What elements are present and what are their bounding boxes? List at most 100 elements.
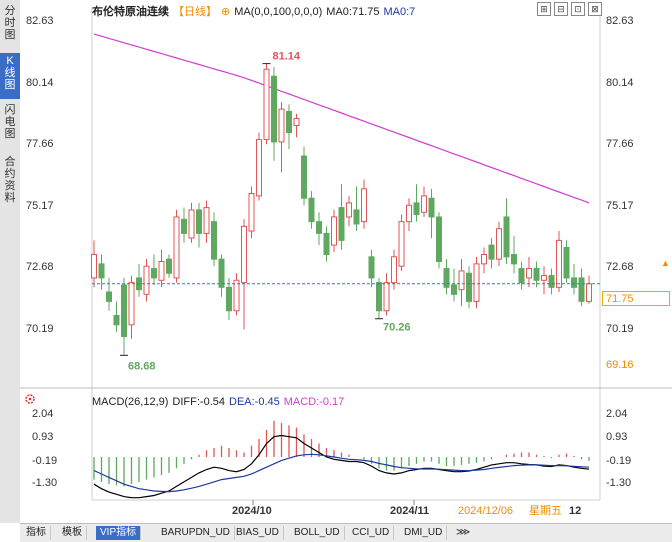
macd-label-right-0: 2.04: [606, 408, 627, 420]
macd-name[interactable]: MACD(26,12,9): [92, 396, 169, 408]
more-tabs-icon[interactable]: ⋙: [456, 527, 471, 538]
macd-label-left-2: -0.19: [32, 455, 57, 467]
candle: [511, 253, 517, 265]
candle: [458, 270, 465, 291]
high-annotation: 81.14: [273, 51, 301, 63]
candle: [398, 221, 405, 267]
time-label-oct: 2024/10: [232, 505, 272, 517]
candle: [166, 258, 172, 274]
candle: [113, 314, 120, 326]
candle: [128, 282, 135, 326]
price-label-left-4: 72.68: [26, 261, 54, 273]
candle: [428, 197, 435, 218]
tab-vip-indicator[interactable]: VIP指标: [96, 526, 142, 540]
zoom-out-icon[interactable]: ⊟: [554, 2, 568, 16]
candle: [203, 207, 210, 234]
macd-header: MACD(26,12,9) DIFF:-0.54 DEA:-0.45 MACD:-0.…: [92, 396, 348, 408]
price-label-left-5: 70.19: [26, 323, 54, 335]
price-label-right-5: 70.19: [606, 323, 634, 335]
period-label[interactable]: 【日线】: [173, 6, 217, 18]
candle: [541, 275, 547, 281]
add-indicator-icon[interactable]: ⊕: [221, 6, 231, 18]
candle: [286, 110, 292, 134]
sidebar-item-timeshare[interactable]: 分 时 图: [4, 5, 16, 41]
price-label-right-3: 75.17: [606, 200, 634, 212]
candle: [503, 216, 510, 258]
price-label-left-0: 82.63: [26, 15, 54, 27]
ma-settings[interactable]: MA(0,0,100,0,0,0): [234, 6, 323, 18]
ma-line: [93, 33, 590, 204]
gear-icon[interactable]: [25, 394, 35, 404]
candle: [293, 117, 300, 127]
candle: [496, 228, 502, 260]
candle: [143, 265, 150, 295]
candle: [368, 256, 375, 279]
expand-up-icon[interactable]: ▲: [661, 258, 670, 268]
ma-value-2: MA0:7: [383, 6, 416, 18]
macd-label-left-0: 2.04: [32, 408, 53, 420]
candle: [421, 195, 427, 213]
sidebar-item-kline[interactable]: K 线 图: [0, 53, 20, 99]
sidebar-item-tick[interactable]: 闪 电 图: [4, 104, 16, 140]
candle: [211, 221, 217, 260]
candle: [106, 291, 112, 302]
candle: [353, 209, 360, 225]
zoom-in-icon[interactable]: ⊞: [537, 2, 551, 16]
fullscreen-icon[interactable]: ⊡: [571, 2, 585, 16]
candle: [196, 209, 202, 234]
price-label-right-1: 80.14: [606, 77, 634, 89]
macd-diff: DIFF:-0.54: [172, 396, 225, 408]
candle: [121, 284, 127, 338]
candle: [263, 68, 270, 141]
tab-template[interactable]: 模板: [58, 526, 87, 540]
price-label-right-2: 77.66: [606, 138, 634, 150]
tab-dmi[interactable]: DMI_UD: [400, 526, 448, 540]
candle: [548, 275, 555, 288]
price-label-left-2: 77.66: [26, 138, 54, 150]
price-label-right-4: 72.68: [606, 261, 634, 273]
candle: [181, 218, 187, 234]
candle: [571, 277, 577, 288]
tab-bias[interactable]: BIAS_UD: [232, 526, 284, 540]
tab-indicator[interactable]: 指标: [22, 526, 51, 540]
low-annotation-2: 70.26: [383, 322, 411, 334]
candle: [338, 207, 345, 241]
crosshair-hour: 12: [569, 505, 581, 517]
crosshair-date: 2024/12/06: [458, 505, 513, 517]
tab-barupdn[interactable]: BARUPDN_UD: [157, 526, 235, 540]
candle: [376, 282, 382, 312]
sidebar-item-contract-info[interactable]: 合 约 资 料: [4, 156, 16, 204]
candle: [301, 155, 307, 199]
candle: [383, 282, 390, 312]
candle: [451, 284, 457, 295]
price-label-right-6: 69.16: [606, 359, 634, 371]
time-label-nov: 2024/11: [390, 505, 429, 517]
chart-title-bar: 布伦特原油连续 【日线】 ⊕ MA(0,0,100,0,0,0) MA0:71.75 MA…: [92, 3, 419, 18]
candle: [91, 253, 97, 279]
macd-dea-line: [93, 453, 590, 493]
candle: [406, 204, 412, 223]
price-label-left-3: 75.17: [26, 200, 54, 212]
candle: [466, 272, 472, 302]
macd-diff-line: [93, 434, 590, 499]
candle: [158, 261, 165, 281]
candles-layer: [91, 33, 592, 356]
candle: [488, 244, 495, 260]
candle: [316, 221, 322, 234]
candle: [346, 202, 352, 218]
tab-boll[interactable]: BOLL_UD: [290, 526, 345, 540]
ma-value: MA0:71.75: [326, 6, 380, 18]
kline-chart[interactable]: 81.14 68.68 70.26 2024/10 2024/11 2024/1…: [20, 0, 672, 523]
candle: [323, 232, 330, 255]
candle: [436, 216, 442, 263]
candle: [391, 256, 397, 284]
close-icon[interactable]: ⊠: [588, 2, 602, 16]
current-price-tag: 71.75: [602, 291, 670, 306]
candle: [241, 225, 247, 284]
candle: [226, 286, 232, 312]
macd-layer: [93, 420, 590, 499]
tab-cci[interactable]: CCI_UD: [348, 526, 395, 540]
candle: [526, 268, 532, 279]
candle: [278, 108, 285, 143]
macd-label-right-3: -1.30: [606, 477, 631, 489]
